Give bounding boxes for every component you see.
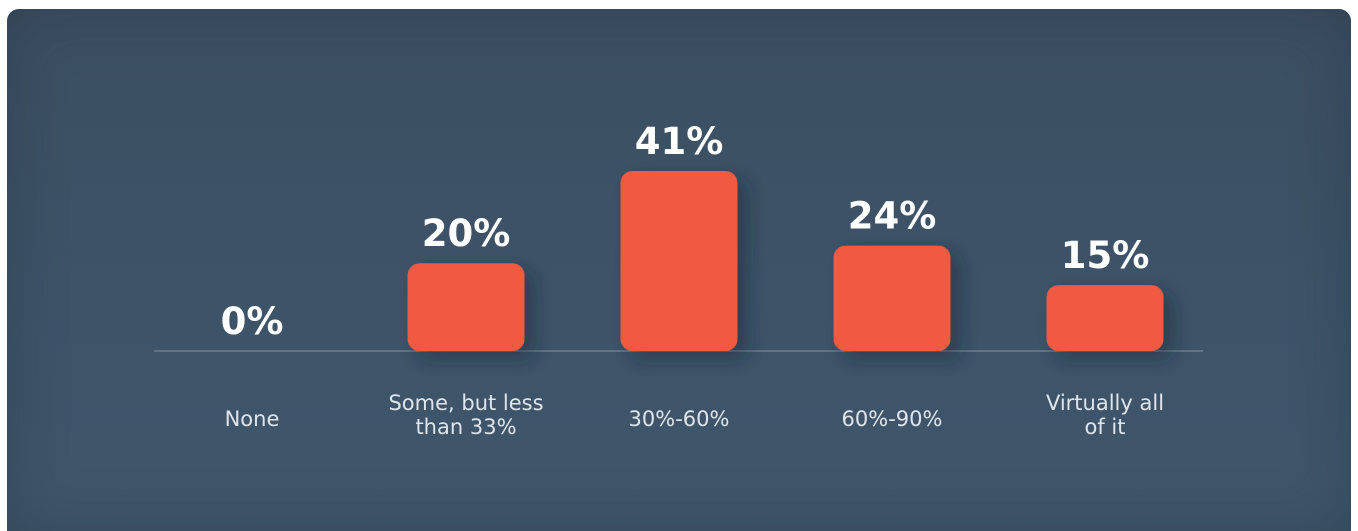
bars-group xyxy=(407,171,1164,351)
value-label-4: 15% xyxy=(1061,234,1150,277)
category-label-4-line-1: of it xyxy=(1085,415,1126,439)
bar-1 xyxy=(407,263,525,351)
category-label-2-line-0: 30%-60% xyxy=(629,407,730,431)
category-label-1-line-0: Some, but less xyxy=(388,391,543,415)
value-label-3: 24% xyxy=(848,195,937,238)
category-label-1-line-1: than 33% xyxy=(415,415,516,439)
value-label-2: 41% xyxy=(635,120,724,163)
value-label-0: 0% xyxy=(221,300,284,343)
category-label-0-line-0: None xyxy=(225,407,280,431)
value-label-1: 20% xyxy=(422,212,511,255)
category-label-4-line-0: Virtually all xyxy=(1046,391,1164,415)
value-labels-group: 0% 20% 41% 24% 15% xyxy=(221,120,1150,343)
category-label-3-line-0: 60%-90% xyxy=(842,407,943,431)
bar-4 xyxy=(1046,285,1164,351)
chart-panel: 0% 20% 41% 24% 15% None Some, but less than 33… xyxy=(7,9,1351,531)
bar-2 xyxy=(620,171,738,351)
bar-3 xyxy=(833,245,951,351)
